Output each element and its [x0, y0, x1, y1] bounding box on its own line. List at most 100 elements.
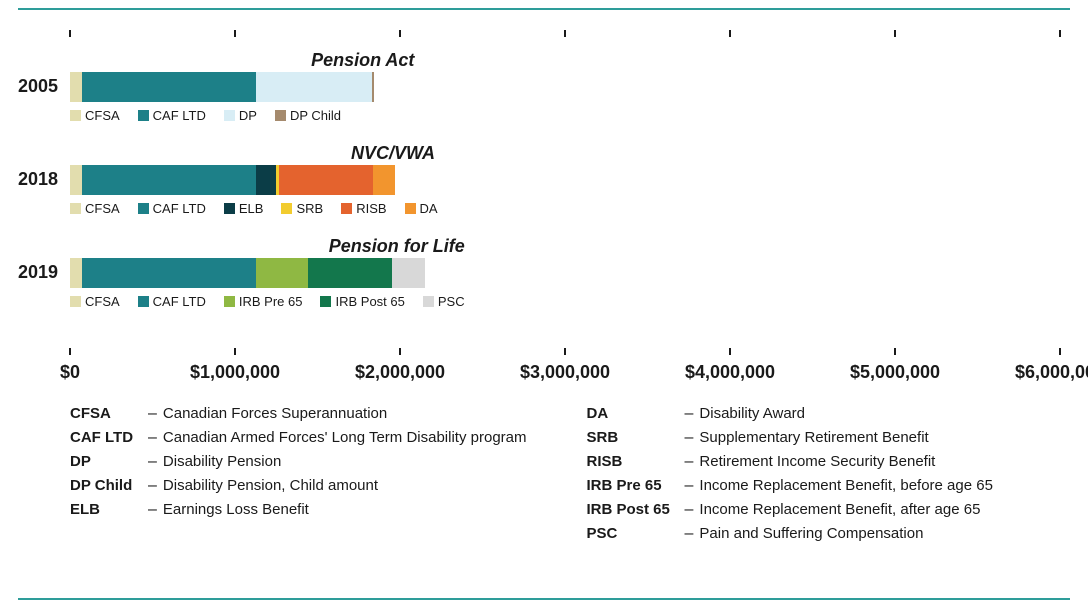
stacked-bar [70, 72, 374, 102]
axis-tick [729, 348, 731, 355]
bar-segment-cfsa [70, 258, 82, 288]
axis-tick-label: $4,000,000 [685, 362, 775, 383]
bar-segment-cafltd [82, 72, 257, 102]
legend-swatch [138, 110, 149, 121]
legend-label: PSC [438, 294, 465, 309]
axis-tick [729, 30, 731, 37]
legend-label: CFSA [85, 201, 120, 216]
bar-title: NVC/VWA [70, 143, 435, 164]
axis-tick [69, 348, 71, 355]
definition-desc: Retirement Income Security Benefit [699, 453, 935, 470]
definition-row: DP Child–Disability Pension, Child amoun… [70, 477, 527, 495]
definition-row: SRB–Supplementary Retirement Benefit [587, 429, 993, 447]
axis-tick-label: $0 [60, 362, 80, 383]
definition-dash: – [685, 405, 694, 423]
legend-item: RISB [341, 201, 386, 216]
top-tick-row [0, 30, 1088, 40]
legend-item: DP [224, 108, 257, 123]
legend-label: DP Child [290, 108, 341, 123]
legend-item: ELB [224, 201, 264, 216]
definition-row: IRB Post 65–Income Replacement Benefit, … [587, 501, 993, 519]
legend-item: CFSA [70, 201, 120, 216]
definition-term: DA [587, 405, 685, 422]
definitions-right-column: DA–Disability AwardSRB–Supplementary Ret… [587, 405, 993, 543]
chart-container: Pension Act 2005 CFSA CAF LTD DP DP Child NVC/… [0, 0, 1088, 615]
definition-term: IRB Pre 65 [587, 477, 685, 494]
legend-label: RISB [356, 201, 386, 216]
definition-row: DP–Disability Pension [70, 453, 527, 471]
definition-term: SRB [587, 429, 685, 446]
bar-legend: CFSACAF LTDELBSRBRISBDA [70, 201, 448, 216]
bottom-rule [18, 598, 1070, 600]
legend-label: IRB Post 65 [335, 294, 404, 309]
bar-segment-elb [256, 165, 276, 195]
definition-dash: – [148, 405, 157, 423]
definitions-left-column: CFSA–Canadian Forces SuperannuationCAF L… [70, 405, 527, 543]
legend-label: CAF LTD [153, 108, 206, 123]
legend-swatch [320, 296, 331, 307]
definition-term: DP Child [70, 477, 148, 494]
axis-tick [234, 348, 236, 355]
definition-desc: Earnings Loss Benefit [163, 501, 309, 518]
legend-item: SRB [281, 201, 323, 216]
legend-swatch [70, 110, 81, 121]
definition-desc: Disability Pension [163, 453, 281, 470]
definition-term: PSC [587, 525, 685, 542]
definition-row: DA–Disability Award [587, 405, 993, 423]
bar-segment-cfsa [70, 72, 82, 102]
axis-tick-label: $2,000,000 [355, 362, 445, 383]
definition-term: IRB Post 65 [587, 501, 685, 518]
bar-legend: CFSACAF LTDIRB Pre 65IRB Post 65PSC [70, 294, 475, 309]
legend-swatch [275, 110, 286, 121]
legend-item: DA [405, 201, 438, 216]
definition-row: CFSA–Canadian Forces Superannuation [70, 405, 527, 423]
legend-swatch [224, 110, 235, 121]
definition-dash: – [148, 477, 157, 495]
bar-segment-irbpre65 [256, 258, 307, 288]
legend-label: IRB Pre 65 [239, 294, 303, 309]
bar-segment-cafltd [82, 258, 257, 288]
definition-row: ELB–Earnings Loss Benefit [70, 501, 527, 519]
legend-label: CFSA [85, 294, 120, 309]
definition-desc: Canadian Forces Superannuation [163, 405, 387, 422]
definition-term: CFSA [70, 405, 148, 422]
legend-label: ELB [239, 201, 264, 216]
definition-dash: – [685, 501, 694, 519]
axis-tick [234, 30, 236, 37]
definition-term: DP [70, 453, 148, 470]
legend-swatch [224, 203, 235, 214]
definition-desc: Disability Pension, Child amount [163, 477, 378, 494]
legend-item: CAF LTD [138, 108, 206, 123]
axis-tick [564, 30, 566, 37]
year-label: 2005 [18, 76, 58, 97]
axis-tick-label: $3,000,000 [520, 362, 610, 383]
definition-desc: Supplementary Retirement Benefit [699, 429, 928, 446]
definition-desc: Canadian Armed Forces' Long Term Disabil… [163, 429, 527, 446]
legend-swatch [405, 203, 416, 214]
definition-dash: – [148, 429, 157, 447]
bar-segment-cfsa [70, 165, 82, 195]
legend-swatch [281, 203, 292, 214]
definition-dash: – [685, 453, 694, 471]
definition-desc: Disability Award [699, 405, 805, 422]
legend-item: IRB Post 65 [320, 294, 404, 309]
axis-tick [1059, 348, 1061, 355]
axis-tick [894, 348, 896, 355]
axis-tick [564, 348, 566, 355]
legend-label: CFSA [85, 108, 120, 123]
stacked-bar [70, 165, 395, 195]
definition-term: CAF LTD [70, 429, 148, 446]
definition-term: RISB [587, 453, 685, 470]
legend-swatch [423, 296, 434, 307]
bar-segment-irbpost65 [308, 258, 392, 288]
bottom-tick-row [0, 348, 1088, 358]
axis-tick [399, 348, 401, 355]
definition-desc: Income Replacement Benefit, after age 65 [699, 501, 980, 518]
legend-item: CFSA [70, 108, 120, 123]
definition-row: RISB–Retirement Income Security Benefit [587, 453, 993, 471]
definition-row: IRB Pre 65–Income Replacement Benefit, b… [587, 477, 993, 495]
bar-title: Pension Act [70, 50, 414, 71]
bar-segment-risb [279, 165, 373, 195]
definitions: CFSA–Canadian Forces SuperannuationCAF L… [70, 405, 993, 543]
legend-swatch [138, 296, 149, 307]
